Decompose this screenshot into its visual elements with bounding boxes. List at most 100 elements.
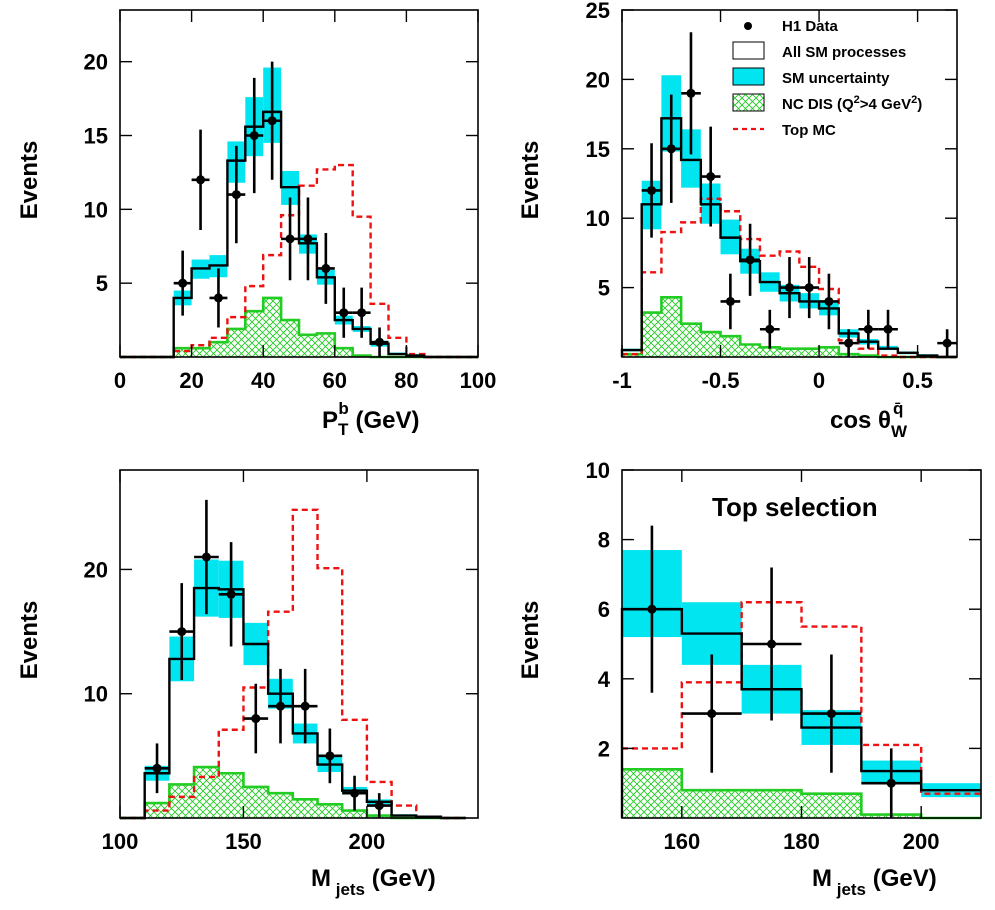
data-marker — [231, 190, 241, 200]
data-point — [681, 654, 742, 773]
data-marker — [886, 778, 896, 788]
nc-dis-bin — [169, 784, 195, 818]
y-tick-label: 8 — [598, 528, 610, 553]
data-point — [299, 197, 317, 281]
data-point — [144, 743, 170, 794]
nc-dis-bin — [801, 793, 862, 818]
data-marker — [178, 278, 188, 288]
data-point — [227, 145, 246, 244]
y-tick-label: 10 — [586, 206, 610, 231]
x-label-sub: jets — [331, 880, 365, 899]
data-marker — [706, 172, 716, 182]
data-marker — [863, 324, 873, 334]
nc-dis-bin — [741, 790, 802, 818]
data-marker — [196, 175, 206, 185]
data-point — [937, 329, 957, 357]
legend-all-sm: All SM processes — [782, 44, 906, 61]
legend-nc-swatch — [732, 93, 765, 112]
x-label-sub: W — [891, 422, 908, 441]
y-tick-label: 25 — [586, 0, 610, 23]
x-axis-label-cos-theta: cos θWq̄ — [830, 399, 908, 441]
data-point — [281, 197, 299, 281]
data-point — [641, 143, 662, 238]
y-tick-label: 10 — [84, 197, 108, 222]
nc-dis-bin — [268, 793, 293, 818]
data-marker — [152, 763, 162, 773]
nc-dis-bin — [819, 347, 839, 357]
plot-area-mjets-top: 2 4 6 8 10 160 180 200 — [586, 458, 982, 854]
data-marker — [942, 338, 952, 348]
top-mc-histogram — [622, 197, 957, 359]
data-marker — [647, 185, 657, 195]
data-marker — [303, 234, 313, 244]
x-label-sup: q̄ — [893, 399, 903, 418]
y-tick-label: 15 — [586, 137, 610, 162]
data-marker — [785, 283, 794, 293]
data-point — [194, 499, 219, 615]
legend-h1-data: H1 Data — [782, 18, 839, 35]
data-point — [317, 728, 343, 784]
data-marker — [647, 604, 657, 614]
nc-dis-bin — [622, 354, 642, 357]
plot-frame-cos-theta — [621, 9, 958, 358]
data-point — [263, 61, 282, 180]
legend-data-marker — [744, 22, 752, 30]
data-marker — [177, 627, 187, 637]
data-marker — [325, 751, 335, 761]
panel-cos-theta: 5 10 15 20 25 -1 -0.5 0 0.5 Events cos θWq̄ H1 D… — [517, 0, 958, 441]
data-point — [218, 542, 244, 647]
nc-dis-bin — [799, 348, 820, 357]
data-point — [681, 32, 701, 155]
data-marker — [213, 293, 223, 303]
data-marker — [804, 283, 814, 293]
data-marker — [666, 144, 676, 154]
data-point — [352, 287, 371, 338]
nc-dis-bin — [681, 323, 701, 357]
data-point — [334, 287, 353, 338]
x-tick-label: 0 — [114, 368, 126, 393]
data-marker — [745, 255, 755, 265]
nc-dis-bin — [334, 348, 353, 357]
y-tick-label: 5 — [96, 271, 108, 296]
data-point — [878, 309, 898, 349]
y-tick-label: 20 — [84, 50, 108, 75]
x-label-main: M — [311, 865, 331, 892]
nc-dis-bin — [700, 332, 721, 357]
data-marker — [249, 131, 259, 141]
nc-dis-bin — [173, 348, 192, 357]
data-marker — [267, 116, 277, 126]
nc-dis-bin — [622, 769, 682, 818]
data-point — [779, 257, 800, 319]
y-tick-label: 10 — [586, 458, 610, 483]
x-tick-label: 0 — [813, 368, 825, 393]
legend-nc-post: ) — [917, 96, 922, 113]
nc-dis-bin — [227, 328, 246, 357]
y-tick-label: 5 — [598, 276, 610, 301]
data-point — [700, 126, 721, 227]
nc-dis-bin — [779, 348, 800, 357]
x-label-main: cos θ — [830, 407, 891, 434]
y-axis-label-mjets-top: Events — [517, 601, 544, 680]
x-tick-label: 200 — [903, 829, 940, 854]
nc-dis-bin — [759, 347, 780, 357]
data-marker — [251, 714, 261, 724]
x-tick-label: 80 — [394, 368, 418, 393]
legend-nc-sup2: 2 — [911, 94, 917, 106]
y-axis-label-cos-theta: Events — [517, 141, 544, 220]
x-tick-label: 60 — [323, 368, 347, 393]
x-label-sub: jets — [832, 880, 866, 899]
data-marker — [707, 709, 717, 719]
x-tick-label: 200 — [349, 829, 386, 854]
plot-frame-pt-b — [119, 9, 479, 358]
data-marker — [883, 324, 893, 334]
nc-dis-bin — [263, 297, 282, 357]
nc-dis-bin — [317, 804, 343, 818]
x-label-unit: (GeV) — [349, 407, 420, 434]
data-point — [861, 748, 922, 818]
nc-dis-bin — [641, 312, 662, 357]
top-mc-histogram — [120, 508, 466, 820]
nc-dis-bin — [740, 344, 760, 357]
x-label-unit: (GeV) — [866, 865, 937, 892]
data-marker — [767, 639, 777, 649]
nc-dis-bin — [720, 336, 741, 357]
